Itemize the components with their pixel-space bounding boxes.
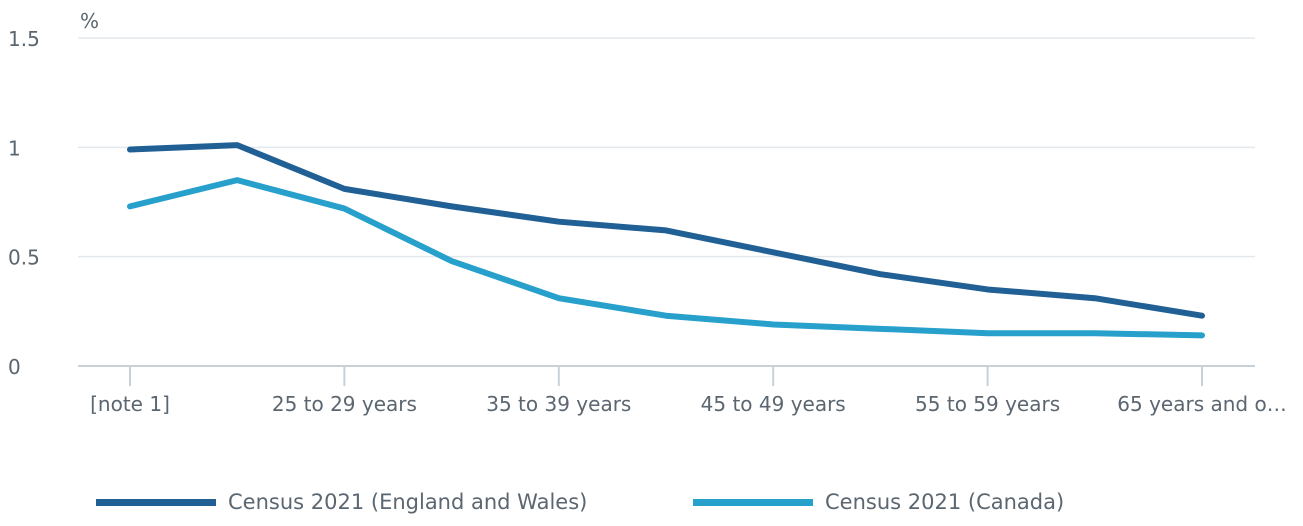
y-tick-label: 1 — [8, 136, 21, 160]
legend-item-england-wales: Census 2021 (England and Wales) — [96, 490, 587, 514]
gridlines — [78, 37, 1255, 367]
y-tick-label: 1.5 — [8, 27, 40, 51]
x-axis: [note 1] 25 to 29 years 35 to 39 years 45 t… — [90, 366, 1287, 416]
legend-swatch-england-wales — [96, 498, 216, 506]
legend-label-canada: Census 2021 (Canada) — [825, 490, 1065, 514]
x-tick-label: [note 1] — [90, 392, 170, 416]
series-lines — [127, 142, 1205, 339]
legend-swatch-canada — [693, 498, 813, 506]
x-tick-label: 45 to 49 years — [701, 392, 846, 416]
y-tick-label: 0 — [8, 355, 21, 379]
series-line-england-wales — [127, 142, 1205, 319]
x-tick-label: 25 to 29 years — [272, 392, 417, 416]
series-line-canada — [127, 177, 1205, 339]
legend: Census 2021 (England and Wales) Census 2… — [0, 490, 1303, 526]
y-tick-label: 0.5 — [8, 246, 40, 270]
x-tick-label: 55 to 59 years — [915, 392, 1060, 416]
x-tick-label: 65 years and o… — [1117, 392, 1286, 416]
line-chart: 0 0.5 1 1.5 % [note 1] 25 to 29 years 35 to 3… — [8, 9, 1287, 416]
x-tick-label: 35 to 39 years — [486, 392, 631, 416]
y-axis: 0 0.5 1 1.5 — [8, 27, 40, 379]
legend-label-england-wales: Census 2021 (England and Wales) — [228, 490, 588, 514]
legend-item-canada: Census 2021 (Canada) — [693, 490, 1064, 514]
y-axis-unit-label: % — [80, 9, 99, 33]
